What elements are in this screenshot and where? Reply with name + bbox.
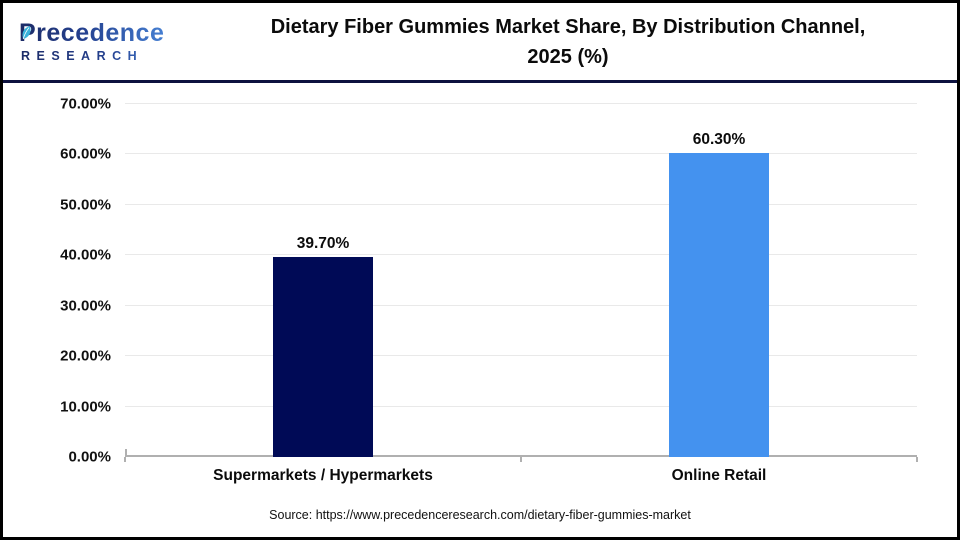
bar-value-label: 60.30% <box>692 130 746 148</box>
bar-supermarkets-hypermarkets: 39.70% <box>273 235 373 457</box>
axis-tick <box>125 449 127 457</box>
gridline <box>125 203 917 205</box>
chart-title-text: Dietary Fiber Gummies Market Share, By D… <box>270 15 866 68</box>
x-axis-baseline <box>125 455 917 457</box>
gridline <box>125 355 917 357</box>
y-axis-tick-label: 10.00% <box>60 398 111 416</box>
axis-tick <box>916 457 918 462</box>
gridline <box>125 304 917 306</box>
brand-name: Precedence <box>19 20 179 47</box>
brand-logo: Precedence RESEARCH <box>3 20 179 63</box>
y-axis-tick-label: 60.00% <box>60 145 111 163</box>
source-text: Source: https://www.precedenceresearch.c… <box>269 508 691 522</box>
chart-area: 0.00% 10.00% 20.00% 30.00% 40.00% 50.00% 60.00… <box>3 83 957 534</box>
plot-area: 0.00% 10.00% 20.00% 30.00% 40.00% 50.00% 60.00… <box>60 96 918 466</box>
gridline <box>125 103 917 104</box>
bar-online-retail: 60.30% <box>669 131 769 457</box>
y-axis-tick-label: 50.00% <box>60 196 111 214</box>
y-axis-tick-label: 40.00% <box>60 246 111 264</box>
x-axis-labels: Supermarkets / Hypermarkets Online Retail <box>125 467 917 485</box>
x-axis-category-label: Online Retail <box>671 467 767 484</box>
y-axis-tick-label: 70.00% <box>60 95 111 113</box>
y-axis-tick-label: 20.00% <box>60 347 111 365</box>
y-axis-tick-label: 0.00% <box>68 448 111 466</box>
axis-tick <box>520 457 522 462</box>
bar-value-label: 39.70% <box>296 234 350 252</box>
axis-tick <box>124 457 126 462</box>
y-axis-tick-label: 30.00% <box>60 297 111 315</box>
x-axis-category-label: Supermarkets / Hypermarkets <box>213 467 433 484</box>
chart-title: Dietary Fiber Gummies Market Share, By D… <box>179 12 957 72</box>
gridline <box>125 254 917 256</box>
gridline <box>125 153 917 155</box>
gridline <box>125 405 917 407</box>
brand-subtitle: RESEARCH <box>19 49 179 63</box>
header: Precedence RESEARCH Dietary Fiber Gummie… <box>3 3 957 83</box>
